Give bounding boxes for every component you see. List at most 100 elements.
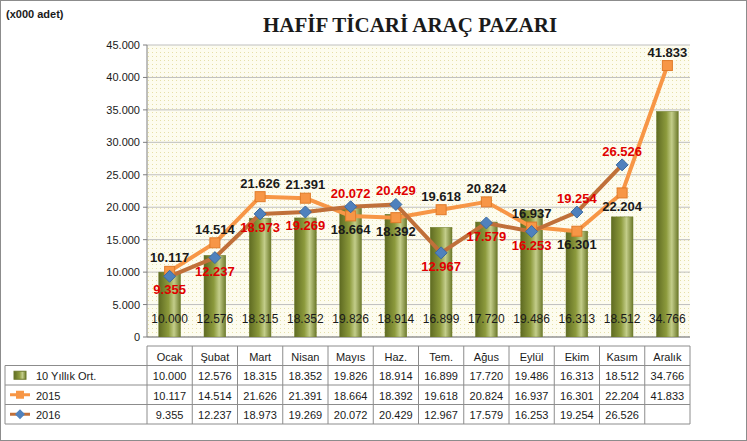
table-value: 34.766 bbox=[651, 370, 685, 382]
line-label: 16.253 bbox=[512, 238, 552, 253]
table-rule bbox=[5, 366, 6, 425]
table-value: 18.392 bbox=[379, 390, 413, 402]
line bbox=[170, 66, 668, 272]
legend-label: 10 Yıllık Ort. bbox=[36, 370, 96, 382]
table-value: 16.301 bbox=[560, 390, 594, 402]
table-rule bbox=[192, 346, 193, 424]
bar-label: 16.313 bbox=[559, 312, 596, 326]
category-label: Mart bbox=[249, 351, 271, 363]
bar-label: 12.576 bbox=[197, 312, 234, 326]
bar-label: 16.899 bbox=[423, 312, 460, 326]
title: HAFİF TİCARİ ARAÇ PAZARI bbox=[263, 13, 557, 37]
line-label: 20.072 bbox=[331, 186, 371, 201]
marker bbox=[345, 201, 357, 213]
marker bbox=[255, 192, 265, 202]
marker bbox=[391, 213, 401, 223]
line-label: 26.526 bbox=[602, 144, 642, 159]
table-rule bbox=[328, 346, 329, 424]
marker bbox=[616, 159, 628, 171]
x-axis bbox=[147, 337, 690, 338]
table-value: 18.973 bbox=[243, 409, 277, 421]
legend-key bbox=[16, 391, 24, 399]
table-value: 21.626 bbox=[243, 390, 277, 402]
bar-label: 18.315 bbox=[242, 312, 279, 326]
category-label: Ağus bbox=[474, 351, 500, 363]
line-label: 22.204 bbox=[602, 199, 643, 214]
table-value: 19.618 bbox=[424, 390, 458, 402]
grid-line bbox=[147, 77, 690, 78]
marker bbox=[480, 217, 492, 229]
grid-line bbox=[147, 109, 690, 110]
line-label: 10.117 bbox=[150, 250, 189, 265]
marks bbox=[159, 61, 678, 337]
table-value: 10.000 bbox=[153, 370, 187, 382]
marker bbox=[481, 197, 491, 207]
marker bbox=[436, 205, 446, 215]
line bbox=[170, 165, 623, 276]
y-tick bbox=[143, 239, 147, 240]
line-label: 19.269 bbox=[285, 218, 325, 233]
table-value: 16.937 bbox=[515, 390, 549, 402]
y-tick-label: 40.000 bbox=[106, 71, 140, 83]
grid-line bbox=[147, 142, 690, 143]
table-rule bbox=[509, 346, 510, 424]
category-label: Eylül bbox=[520, 351, 544, 363]
table-value: 12.576 bbox=[198, 370, 232, 382]
bar-label: 18.914 bbox=[378, 312, 415, 326]
table-rule bbox=[373, 346, 374, 424]
table-rule bbox=[463, 346, 464, 424]
line-label: 12.237 bbox=[195, 264, 235, 279]
y-tick-label: 10.000 bbox=[106, 266, 140, 278]
line-label: 18.973 bbox=[240, 220, 280, 235]
grid-line bbox=[147, 174, 690, 175]
bar bbox=[657, 111, 679, 337]
grid-line bbox=[147, 304, 690, 305]
y-tick bbox=[143, 272, 147, 273]
marker bbox=[210, 238, 220, 248]
data-labels: 10.00012.57618.31518.35219.82618.91416.8… bbox=[150, 45, 687, 326]
grid-line bbox=[147, 45, 690, 46]
table-rule bbox=[5, 365, 690, 366]
line-label: 16.937 bbox=[512, 206, 552, 221]
table-rule bbox=[418, 346, 419, 424]
marker bbox=[571, 206, 583, 218]
chart: HAFİF TİCARİ ARAÇ PAZARI(x000 adet)05.00… bbox=[0, 0, 747, 441]
category-label: Ekim bbox=[565, 351, 589, 363]
marker bbox=[526, 226, 538, 238]
table-value: 22.204 bbox=[605, 390, 639, 402]
table-rule bbox=[690, 346, 691, 424]
y-tick bbox=[143, 207, 147, 208]
table-value: 19.486 bbox=[515, 370, 549, 382]
y-tick-label: 35.000 bbox=[106, 104, 140, 116]
legend-label: 2016 bbox=[36, 409, 60, 421]
grid-line bbox=[147, 337, 690, 338]
table-value: 16.899 bbox=[424, 370, 458, 382]
bar-label: 18.512 bbox=[604, 312, 641, 326]
data-table: OcakŞubatMartNisanMayısHaz.Tem.AğusEylül… bbox=[5, 346, 690, 424]
bar-label: 19.826 bbox=[332, 312, 369, 326]
legend-key bbox=[14, 371, 26, 379]
y-tick-label: 25.000 bbox=[106, 169, 140, 181]
y-tick bbox=[143, 304, 147, 305]
table-value: 16.253 bbox=[515, 409, 549, 421]
y-tick-label: 15.000 bbox=[106, 234, 140, 246]
table-value: 19.269 bbox=[289, 409, 323, 421]
marker bbox=[164, 270, 176, 282]
marker bbox=[254, 208, 266, 220]
table-value: 12.967 bbox=[424, 409, 458, 421]
line-label: 17.579 bbox=[466, 229, 506, 244]
category-label: Mayıs bbox=[336, 351, 366, 363]
marker bbox=[209, 252, 221, 264]
table-value: 9.355 bbox=[156, 409, 184, 421]
line-label: 20.824 bbox=[466, 181, 507, 196]
table-value: 10.117 bbox=[153, 390, 186, 402]
table-value: 26.526 bbox=[605, 409, 639, 421]
table-rule bbox=[147, 346, 148, 424]
legend-key bbox=[15, 409, 25, 419]
table-value: 41.833 bbox=[651, 390, 685, 402]
legend-label: 2015 bbox=[36, 390, 60, 402]
marker bbox=[435, 247, 447, 259]
table-rule bbox=[282, 346, 283, 424]
y-tick bbox=[143, 45, 147, 46]
category-label: Haz. bbox=[385, 351, 408, 363]
